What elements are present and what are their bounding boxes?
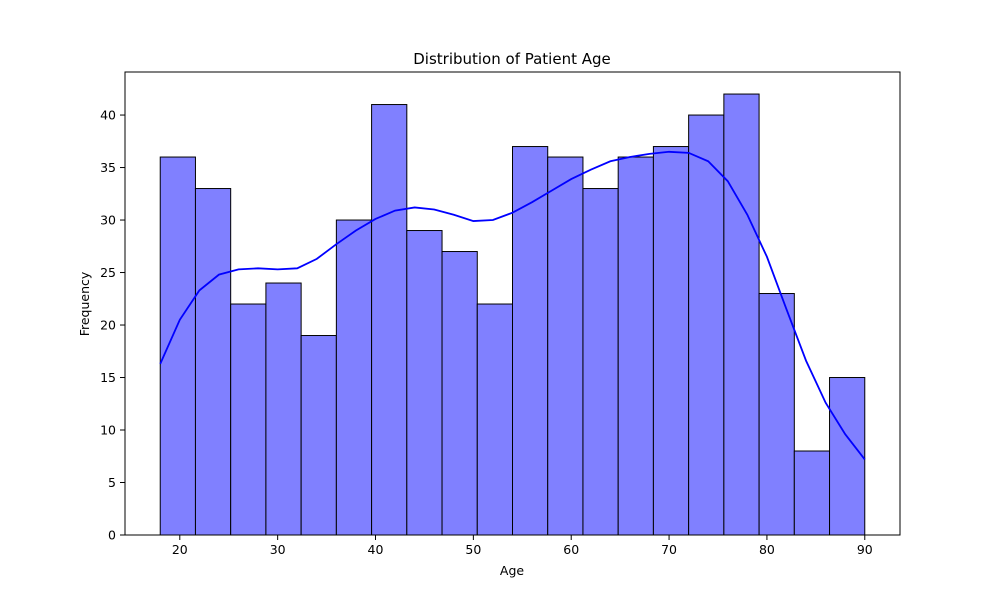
- y-tick-label: 30: [100, 213, 116, 228]
- histogram-bar: [723, 93, 760, 536]
- y-axis: 0 5 10 15 20 25 30 35 40: [100, 108, 125, 543]
- histogram-bar: [688, 114, 725, 536]
- y-tick-label: 10: [100, 423, 116, 438]
- x-tick-label: 70: [661, 542, 677, 557]
- x-tick-label: 60: [563, 542, 579, 557]
- plot-frame: [124, 71, 901, 536]
- histogram-bar: [617, 156, 654, 536]
- y-tick-label: 15: [100, 370, 116, 385]
- x-tick-label: 40: [368, 542, 384, 557]
- histogram-bar: [159, 156, 196, 536]
- y-tick-label: 25: [100, 265, 116, 280]
- y-tick-label: 35: [100, 160, 116, 175]
- y-tick-label: 40: [100, 108, 116, 123]
- histogram-bar: [441, 251, 478, 536]
- histogram-bar: [652, 146, 690, 536]
- histogram-bar: [230, 303, 267, 536]
- histogram-bar: [582, 188, 619, 536]
- x-axis: 20 30 40 50 60 70 80 90: [172, 535, 873, 557]
- histogram-bar: [547, 156, 584, 536]
- y-tick-label: 20: [100, 318, 116, 333]
- chart-title: Distribution of Patient Age: [413, 50, 611, 68]
- histogram-bar: [371, 104, 408, 536]
- bars-group: [159, 93, 866, 536]
- histogram-bar: [265, 282, 302, 536]
- histogram-bar: [512, 146, 549, 536]
- histogram-bar: [300, 335, 337, 536]
- x-tick-label: 20: [172, 542, 188, 557]
- histogram-bar: [335, 219, 373, 536]
- histogram-bar: [406, 230, 443, 536]
- histogram-bar: [793, 450, 831, 536]
- kde-curve: [159, 150, 866, 460]
- x-tick-label: 50: [465, 542, 481, 557]
- y-tick-label: 0: [108, 528, 116, 543]
- histogram-bar: [194, 188, 232, 536]
- y-axis-title: Frequency: [77, 271, 92, 336]
- x-tick-label: 80: [759, 542, 775, 557]
- x-tick-label: 90: [857, 542, 873, 557]
- x-tick-label: 30: [270, 542, 286, 557]
- histogram-bar: [758, 293, 795, 536]
- histogram-bar: [829, 377, 866, 536]
- y-tick-label: 5: [108, 475, 116, 490]
- x-axis-title: Age: [500, 563, 524, 578]
- histogram-bar: [476, 303, 514, 536]
